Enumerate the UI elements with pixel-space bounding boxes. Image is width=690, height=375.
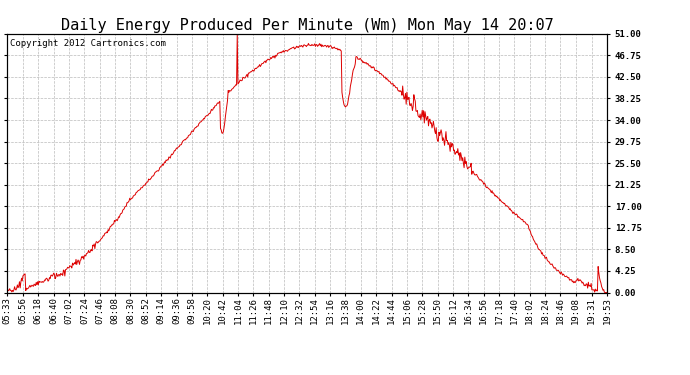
Text: Copyright 2012 Cartronics.com: Copyright 2012 Cartronics.com [10, 39, 166, 48]
Title: Daily Energy Produced Per Minute (Wm) Mon May 14 20:07: Daily Energy Produced Per Minute (Wm) Mo… [61, 18, 553, 33]
